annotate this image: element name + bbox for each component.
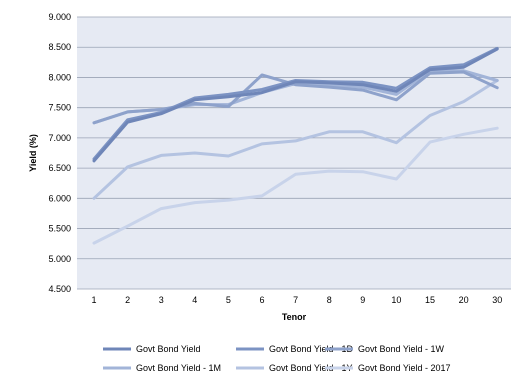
legend-label-0: Govt Bond Yield <box>136 344 201 354</box>
x-tick-label: 15 <box>425 295 435 305</box>
x-tick-label: 10 <box>391 295 401 305</box>
series-lines <box>92 46 499 245</box>
x-tick-label: 6 <box>259 295 264 305</box>
series-line-2 <box>92 70 499 125</box>
y-tick-label: 7.000 <box>48 133 71 143</box>
y-tick-label: 9.000 <box>48 12 71 22</box>
legend: Govt Bond Yield Govt Bond Yield - 1D Govt … <box>103 344 451 373</box>
x-tick-label: 2 <box>125 295 130 305</box>
y-tick-label: 5.500 <box>48 224 71 234</box>
x-tick-label: 7 <box>293 295 298 305</box>
x-tick-label: 1 <box>91 295 96 305</box>
x-tick-label: 20 <box>459 295 469 305</box>
x-axis-title: Tenor <box>282 312 307 322</box>
y-tick-label: 8.000 <box>48 72 71 82</box>
x-tick-label: 30 <box>492 295 502 305</box>
legend-label-5: Govt Bond Yield - 2017 <box>358 363 451 373</box>
series-line-5 <box>92 126 499 245</box>
legend-label-3: Govt Bond Yield - 1M <box>136 363 221 373</box>
x-tick-label: 4 <box>192 295 197 305</box>
y-tick-label: 5.000 <box>48 254 71 264</box>
gridlines <box>77 16 511 290</box>
x-tick-label: 3 <box>159 295 164 305</box>
y-axis-title: Yield (%) <box>28 134 38 172</box>
y-axis-ticks: 4.500 5.000 5.500 6.000 6.500 7.000 7.500 8.000… <box>48 12 71 294</box>
y-tick-label: 7.500 <box>48 103 71 113</box>
y-tick-label: 6.000 <box>48 193 71 203</box>
legend-label-1: Govt Bond Yield - 1D <box>269 344 354 354</box>
x-tick-label: 5 <box>226 295 231 305</box>
plot-area <box>77 17 511 289</box>
x-axis-ticks: 1 2 3 4 5 6 7 8 9 10 15 20 30 <box>91 295 502 305</box>
y-tick-label: 4.500 <box>48 284 71 294</box>
y-tick-label: 8.500 <box>48 42 71 52</box>
x-tick-label: 9 <box>360 295 365 305</box>
legend-label-2: Govt Bond Yield - 1W <box>358 344 445 354</box>
y-tick-label: 6.500 <box>48 163 71 173</box>
x-tick-label: 8 <box>327 295 332 305</box>
series-line-0 <box>92 47 499 163</box>
series-line-4 <box>92 79 499 200</box>
legend-label-4: Govt Bond Yield - 1Y <box>269 363 353 373</box>
